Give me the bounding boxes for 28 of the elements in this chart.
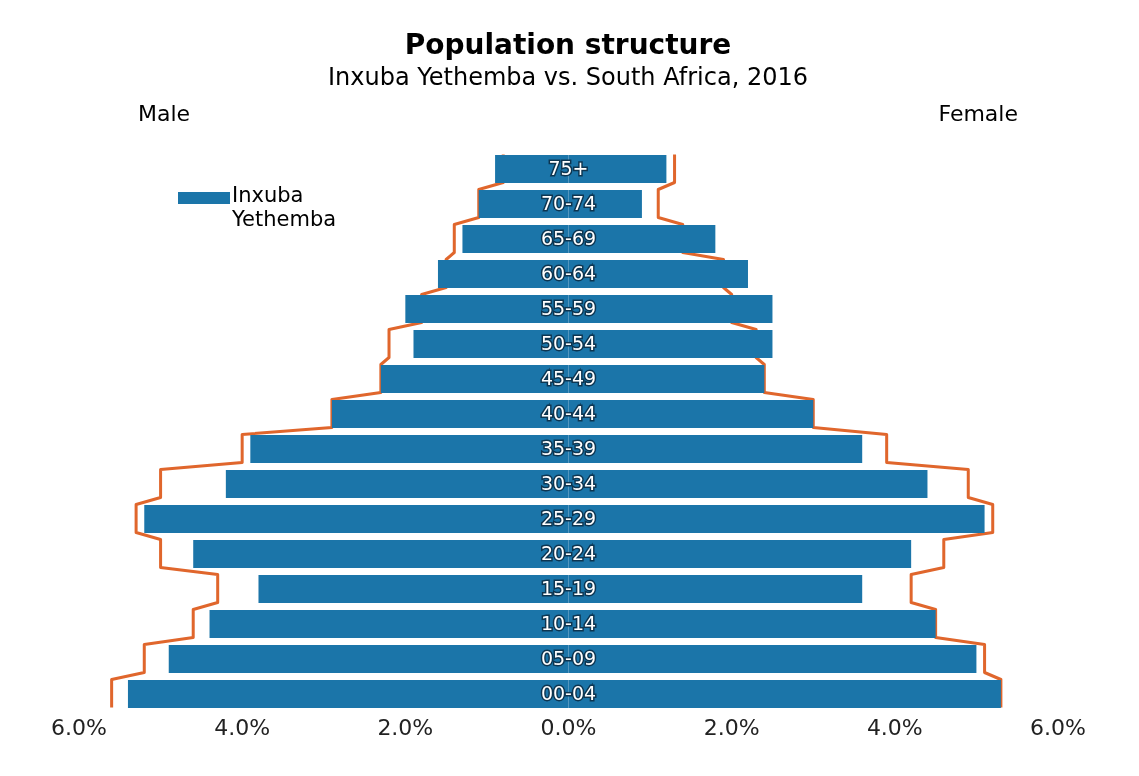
chart-subtitle: Inxuba Yethemba vs. South Africa, 2016 xyxy=(327,63,809,91)
y-tick-label: 25-29 xyxy=(540,506,597,529)
text: Female xyxy=(938,101,1018,126)
x-tick-label: 0.0% xyxy=(540,714,597,740)
y-tick-label: 10-14 xyxy=(540,611,597,634)
x-tick-label: 4.0% xyxy=(214,714,271,740)
y-tick-label: 35-39 xyxy=(540,436,597,459)
y-tick-label: 55-59 xyxy=(540,296,597,319)
chart-title: Population structure xyxy=(403,27,733,61)
x-tick-label: 4.0% xyxy=(866,714,923,740)
text: Male xyxy=(138,101,191,126)
y-tick-label: 50-54 xyxy=(540,331,597,354)
y-tick-label: 45-49 xyxy=(540,366,597,389)
y-tick-label: 30-34 xyxy=(540,471,597,494)
y-tick-label: 15-19 xyxy=(540,576,597,599)
y-tick-label: 60-64 xyxy=(540,261,597,284)
y-tick-label: 75+ xyxy=(548,156,589,179)
y-tick-label: 65-69 xyxy=(540,226,597,249)
y-tick-label: 40-44 xyxy=(540,401,597,424)
x-tick-label: 6.0% xyxy=(51,714,107,740)
y-tick-label: 00-04 xyxy=(540,681,597,704)
y-tick-label: 20-24 xyxy=(540,541,597,564)
legend-label: Inxuba Yethemba xyxy=(232,183,338,231)
y-tick-label: 05-09 xyxy=(540,646,597,669)
x-tick-label: 2.0% xyxy=(377,714,434,740)
x-tick-label: 2.0% xyxy=(703,714,760,740)
y-tick-label: 70-74 xyxy=(540,191,597,214)
x-tick-label: 6.0% xyxy=(1030,714,1086,740)
